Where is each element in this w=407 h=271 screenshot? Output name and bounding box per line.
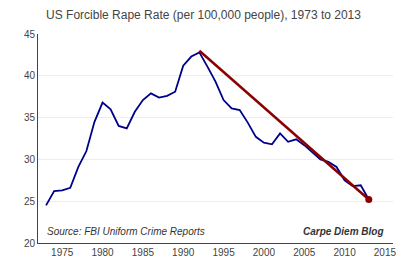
svg-text:1975: 1975 <box>51 247 74 258</box>
svg-text:2000: 2000 <box>253 247 276 258</box>
svg-text:45: 45 <box>24 29 36 40</box>
svg-text:Source: FBI Uniform Crime Repo: Source: FBI Uniform Crime Reports <box>47 226 205 237</box>
svg-text:30: 30 <box>24 154 36 165</box>
svg-text:2015: 2015 <box>374 247 397 258</box>
svg-text:25: 25 <box>24 196 36 207</box>
svg-text:20: 20 <box>24 238 36 249</box>
svg-text:1985: 1985 <box>132 247 155 258</box>
svg-text:1990: 1990 <box>172 247 195 258</box>
svg-text:35: 35 <box>24 112 36 123</box>
svg-text:40: 40 <box>24 70 36 81</box>
svg-text:1980: 1980 <box>91 247 114 258</box>
svg-text:Carpe Diem Blog: Carpe Diem Blog <box>303 226 384 237</box>
svg-text:2005: 2005 <box>293 247 316 258</box>
svg-text:US Forcible Rape Rate (per 100: US Forcible Rape Rate (per 100,000 peopl… <box>46 8 361 22</box>
svg-text:2010: 2010 <box>333 247 356 258</box>
svg-text:1995: 1995 <box>212 247 235 258</box>
